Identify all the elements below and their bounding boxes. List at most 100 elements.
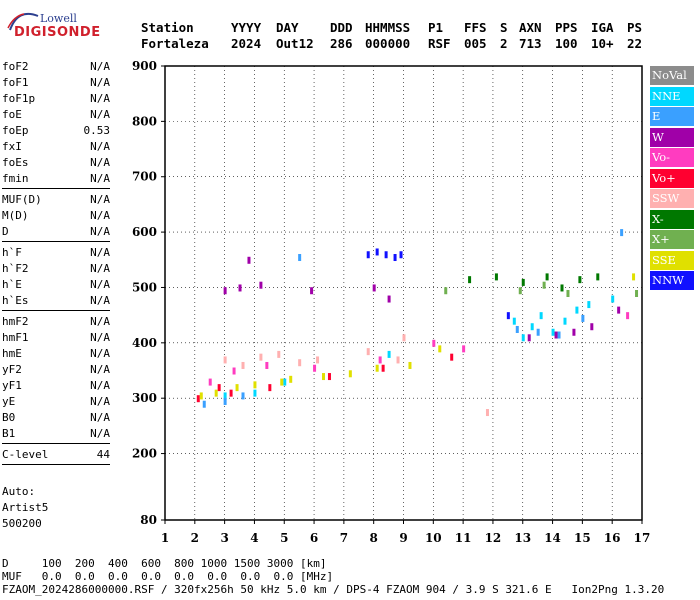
echo-point <box>289 375 293 383</box>
auto-program: Artist5 <box>2 501 49 514</box>
param-row: foEp 0.53 <box>2 124 110 140</box>
param-row: MUF(D) N/A <box>2 193 110 209</box>
param-value: N/A <box>90 140 110 153</box>
echo-point <box>408 361 412 369</box>
digisonde-logo: Lowell DIGISONDE <box>4 6 124 46</box>
echo-point <box>375 364 379 372</box>
x-tick-label: 3 <box>220 531 228 545</box>
echo-point <box>468 276 472 284</box>
echo-point <box>632 273 636 281</box>
param-value: 0.53 <box>83 124 111 137</box>
param-value: N/A <box>90 262 110 275</box>
plot-grid <box>165 66 642 520</box>
echo-point <box>378 356 382 364</box>
logo-arc-icon <box>7 12 39 31</box>
divider <box>2 464 110 465</box>
footer-file-row: FZAOM_2024286000000.RSF / 320fx256h 50 k… <box>2 583 665 596</box>
header-label: DAY <box>276 20 299 35</box>
param-name: C-level <box>2 448 49 461</box>
echo-point <box>381 364 385 372</box>
param-row: D N/A <box>2 225 110 241</box>
param-name: yF2 <box>2 363 22 376</box>
param-row: yE N/A <box>2 395 110 411</box>
param-name: foF2 <box>2 60 29 73</box>
echo-point <box>268 384 272 392</box>
param-name: hmF1 <box>2 331 29 344</box>
scaled-parameters-panel: foF2 N/A foF1 N/A foF1p N/A foE N/A foEp 0.53… <box>2 60 110 469</box>
echo-point <box>253 381 257 389</box>
echo-point <box>617 306 621 314</box>
echo-point <box>396 356 400 364</box>
x-tick-label: 16 <box>604 531 621 545</box>
x-tick-label: 7 <box>340 531 348 545</box>
echo-point <box>366 348 370 356</box>
legend-item: W <box>650 127 694 147</box>
echo-point <box>265 361 269 369</box>
x-tick-label: 17 <box>634 531 651 545</box>
x-tick-label: 8 <box>370 531 378 545</box>
echo-point <box>259 353 263 361</box>
echo-point <box>229 389 233 397</box>
footer-muf-row: MUF 0.0 0.0 0.0 0.0 0.0 0.0 0.0 0.0 [MHz… <box>2 570 334 583</box>
header-label: IGA <box>591 20 614 35</box>
echo-point <box>462 345 466 353</box>
param-row: foF1p N/A <box>2 92 110 108</box>
legend-item: Vo+ <box>650 168 694 188</box>
header-value: 2 <box>500 36 508 51</box>
legend-item: X+ <box>650 230 694 249</box>
param-value: N/A <box>90 209 110 222</box>
echo-point <box>298 359 302 367</box>
echo-point <box>590 323 594 331</box>
echo-point <box>494 273 498 281</box>
echo-point <box>587 301 591 309</box>
param-row: foF1 N/A <box>2 76 110 92</box>
echo-point <box>399 251 403 259</box>
param-row: B1 N/A <box>2 427 110 443</box>
auto-version: 500200 <box>2 517 42 530</box>
x-tick-label: 4 <box>250 531 258 545</box>
echo-point <box>518 287 522 295</box>
param-value: N/A <box>90 363 110 376</box>
echo-point <box>202 400 206 408</box>
y-tick-label: 500 <box>132 280 157 294</box>
param-row: foEs N/A <box>2 156 110 172</box>
param-row: yF2 N/A <box>2 363 110 379</box>
echo-point <box>527 334 531 342</box>
header-label: HHMMSS <box>365 20 411 35</box>
y-tick-label: 300 <box>132 391 157 405</box>
echo-point <box>539 312 543 320</box>
x-tick-label: 5 <box>280 531 288 545</box>
param-row: yF1 N/A <box>2 379 110 395</box>
echo-point <box>316 356 320 364</box>
param-name: MUF(D) <box>2 193 42 206</box>
echo-point <box>280 378 284 386</box>
param-value: N/A <box>90 60 110 73</box>
x-tick-label: 15 <box>574 531 591 545</box>
param-name: foEp <box>2 124 29 137</box>
param-value: N/A <box>90 379 110 392</box>
param-row: h`E N/A <box>2 278 110 294</box>
echo-point <box>208 378 212 386</box>
header-label: DDD <box>330 20 353 35</box>
divider <box>2 443 110 444</box>
echo-point <box>626 312 630 320</box>
echo-point <box>432 339 436 347</box>
echo-point <box>327 373 331 381</box>
legend-item: SSW <box>650 189 694 208</box>
echo-point <box>217 384 221 392</box>
echo-point <box>572 328 576 336</box>
param-name: h`F <box>2 246 22 259</box>
echo-point <box>232 367 236 375</box>
auto-label: Auto: <box>2 485 36 498</box>
autoscaling-info: Auto: Artist5 500200 <box>2 484 48 532</box>
legend-item: NNE <box>650 86 694 106</box>
x-tick-label: 6 <box>310 531 318 545</box>
header-label: Station <box>141 20 194 35</box>
y-tick-label: 700 <box>132 170 157 184</box>
param-value: N/A <box>90 92 110 105</box>
echo-point <box>223 287 227 295</box>
echo-point <box>611 295 615 303</box>
param-row: hmE N/A <box>2 347 110 363</box>
param-value: N/A <box>90 193 110 206</box>
echo-point <box>402 334 406 342</box>
